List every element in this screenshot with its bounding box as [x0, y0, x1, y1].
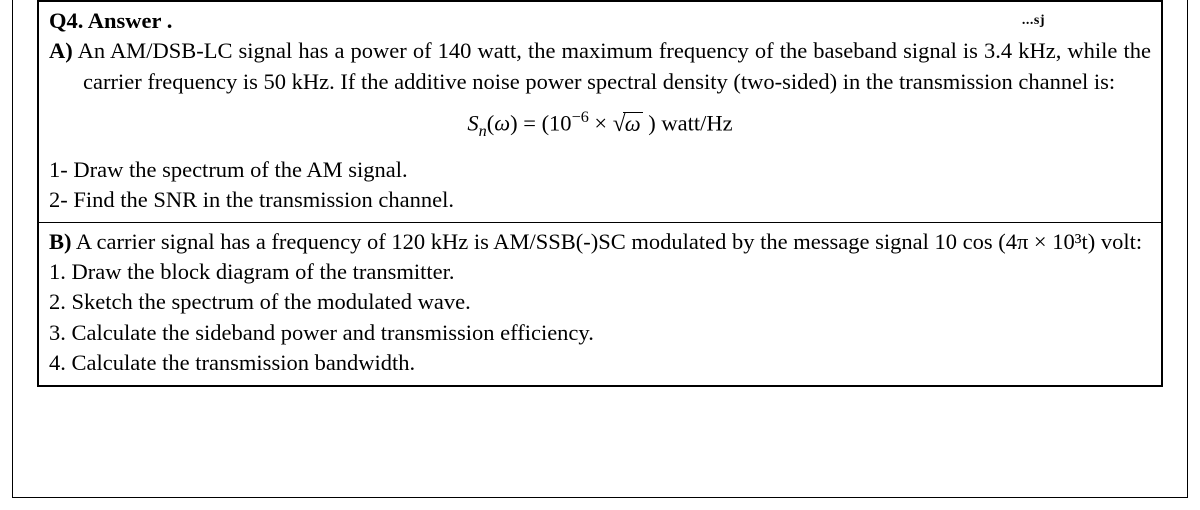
formula-closep: ) [643, 111, 656, 136]
part-b-text: A carrier signal has a frequency of 120 … [72, 229, 1143, 254]
part-a-q2: 2- Find the SNR in the transmission chan… [49, 185, 1151, 215]
noise-psd-formula: Sn(ω) = (10−6 × √ω ) watt/Hz [49, 97, 1151, 155]
part-b-q3: 3. Calculate the sideband power and tran… [49, 318, 1151, 348]
part-a-label: A) [49, 38, 73, 63]
part-b-list: 1. Draw the block diagram of the transmi… [49, 257, 1151, 379]
formula-exp: −6 [572, 108, 589, 126]
formula-times: × [589, 111, 613, 136]
formula-close: ) [510, 111, 518, 136]
scan-artifact: ...sj [1022, 12, 1045, 31]
part-b-body: B) A carrier signal has a frequency of 1… [49, 227, 1151, 257]
part-b-label: B) [49, 229, 72, 254]
question-box: ...sj Q4. Answer . A) An AM/DSB-LC signa… [37, 0, 1163, 387]
question-label: Q4. Answer . [49, 8, 172, 33]
part-a-section: ...sj Q4. Answer . A) An AM/DSB-LC signa… [39, 2, 1161, 223]
part-a-text: An AM/DSB-LC signal has a power of 140 w… [73, 38, 1151, 93]
formula-S: S [467, 111, 478, 136]
question-title: Q4. Answer . [49, 6, 1151, 36]
outer-frame: ...sj Q4. Answer . A) An AM/DSB-LC signa… [12, 0, 1188, 498]
part-a-list: 1- Draw the spectrum of the AM signal. 2… [49, 155, 1151, 216]
part-b-q2: 2. Sketch the spectrum of the modulated … [49, 287, 1151, 317]
sqrt-inner: ω [623, 112, 643, 134]
part-b-q1: 1. Draw the block diagram of the transmi… [49, 257, 1151, 287]
formula-n: n [479, 122, 487, 140]
formula-omega: ω [494, 111, 510, 136]
part-a-q1: 1- Draw the spectrum of the AM signal. [49, 155, 1151, 185]
formula-units: watt/Hz [656, 111, 733, 136]
part-b-section: B) A carrier signal has a frequency of 1… [39, 223, 1161, 385]
part-a-body: A) An AM/DSB-LC signal has a power of 14… [49, 36, 1151, 97]
formula-eq: = (10 [518, 111, 572, 136]
part-b-q4: 4. Calculate the transmission bandwidth. [49, 348, 1151, 378]
